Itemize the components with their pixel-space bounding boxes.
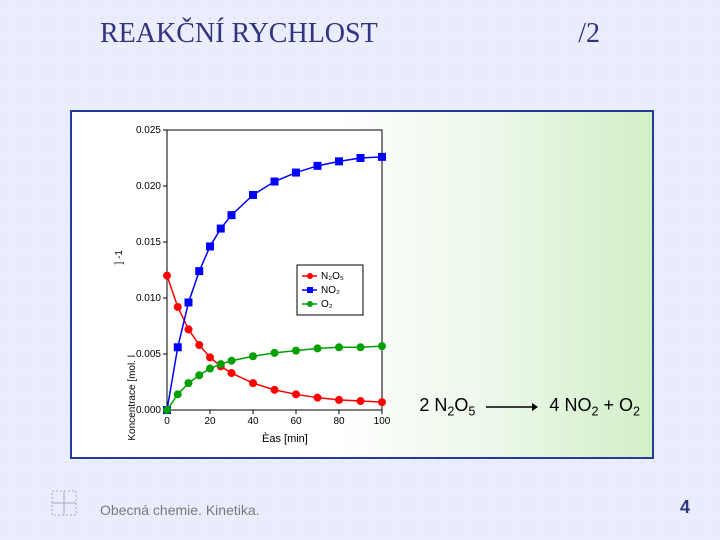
chart-svg: 0.000 0.005 0.010 0.015 0.020 0.025 0 20 40 60 80 1… xyxy=(122,120,432,445)
x-axis-label: Èas [min] xyxy=(262,433,308,445)
svg-text:NO₂: NO₂ xyxy=(321,285,340,296)
svg-text:0.015: 0.015 xyxy=(136,237,161,248)
footer-text: Obecná chemie. Kinetika. xyxy=(100,502,260,518)
svg-text:100: 100 xyxy=(374,416,391,427)
page-title: REAKČNÍ RYCHLOST xyxy=(100,18,378,50)
eq-left: 2 N2O5 xyxy=(419,395,475,415)
svg-text:60: 60 xyxy=(290,416,302,427)
concentration-chart: 0.000 0.005 0.010 0.015 0.020 0.025 0 20 40 60 80 1… xyxy=(122,120,432,445)
svg-text:20: 20 xyxy=(204,416,216,427)
svg-text:0.020: 0.020 xyxy=(136,181,161,192)
svg-text:80: 80 xyxy=(333,416,345,427)
svg-text:40: 40 xyxy=(247,416,259,427)
y-axis-label-top: ] -1 xyxy=(114,250,125,264)
y-axis-label-bottom: Koncentrace [mol. l xyxy=(127,355,138,441)
svg-text:O₂: O₂ xyxy=(321,299,333,310)
svg-text:N₂O₅: N₂O₅ xyxy=(321,271,344,282)
svg-text:0.010: 0.010 xyxy=(136,293,161,304)
svg-text:0: 0 xyxy=(164,416,170,427)
eq-right: 4 NO2 + O2 xyxy=(549,395,640,415)
footer-icon xyxy=(50,489,78,522)
reaction-equation: 2 N2O5 4 NO2 + O2 xyxy=(419,395,640,419)
svg-text:0.025: 0.025 xyxy=(136,125,161,136)
svg-text:0.000: 0.000 xyxy=(136,405,161,416)
figure-panel: 0.000 0.005 0.010 0.015 0.020 0.025 0 20 40 60 80 1… xyxy=(70,110,654,459)
page-number: 4 xyxy=(680,497,690,518)
arrow-icon xyxy=(486,396,538,417)
page-subtitle: /2 xyxy=(578,18,600,50)
svg-text:0.005: 0.005 xyxy=(136,349,161,360)
